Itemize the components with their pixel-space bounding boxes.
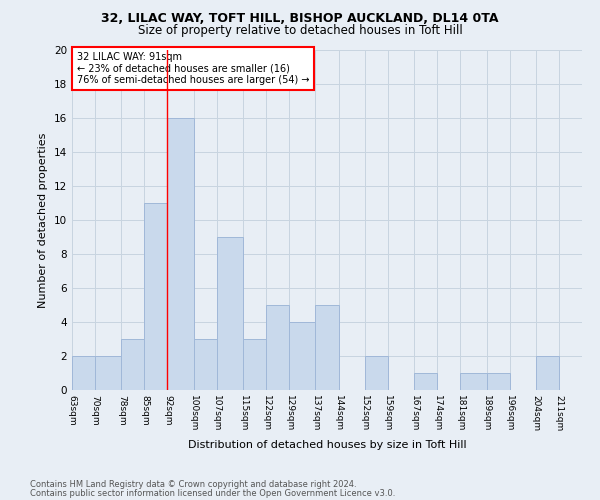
Bar: [217, 237, 243, 390]
Bar: [121, 339, 145, 390]
Text: Contains public sector information licensed under the Open Government Licence v3: Contains public sector information licen…: [30, 488, 395, 498]
Bar: [414, 373, 437, 390]
Text: 32, LILAC WAY, TOFT HILL, BISHOP AUCKLAND, DL14 0TA: 32, LILAC WAY, TOFT HILL, BISHOP AUCKLAN…: [101, 12, 499, 26]
Bar: [95, 356, 121, 390]
Bar: [266, 305, 289, 390]
Bar: [167, 118, 194, 390]
Bar: [243, 339, 266, 390]
Bar: [536, 356, 559, 390]
Bar: [194, 339, 217, 390]
Y-axis label: Number of detached properties: Number of detached properties: [38, 132, 49, 308]
X-axis label: Distribution of detached houses by size in Toft Hill: Distribution of detached houses by size …: [188, 440, 466, 450]
Bar: [487, 373, 509, 390]
Text: 32 LILAC WAY: 91sqm
← 23% of detached houses are smaller (16)
76% of semi-detach: 32 LILAC WAY: 91sqm ← 23% of detached ho…: [77, 52, 310, 85]
Bar: [72, 356, 95, 390]
Text: Size of property relative to detached houses in Toft Hill: Size of property relative to detached ho…: [137, 24, 463, 37]
Bar: [365, 356, 388, 390]
Bar: [145, 203, 167, 390]
Bar: [289, 322, 316, 390]
Bar: [460, 373, 487, 390]
Bar: [316, 305, 338, 390]
Text: Contains HM Land Registry data © Crown copyright and database right 2024.: Contains HM Land Registry data © Crown c…: [30, 480, 356, 489]
